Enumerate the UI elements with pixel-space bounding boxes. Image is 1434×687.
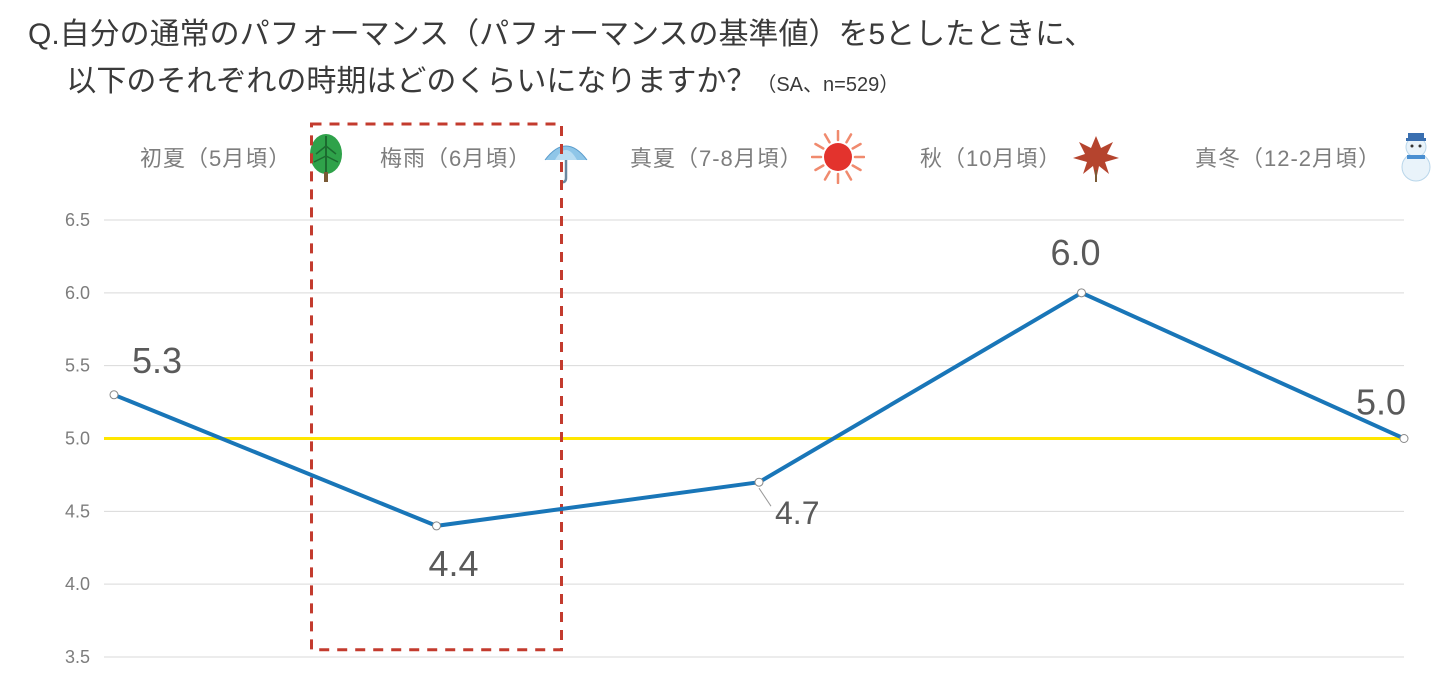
data-marker xyxy=(1400,435,1408,443)
svg-text:4.0: 4.0 xyxy=(65,574,90,594)
season-snowman: 真冬（12-2月頃） xyxy=(1195,130,1434,184)
question-title: Q.自分の通常のパフォーマンス（パフォーマンスの基準値）を5としたときに、 以下… xyxy=(28,12,1094,105)
value-label: 6.0 xyxy=(1050,232,1100,273)
season-label: 秋（10月頃） xyxy=(920,141,1061,173)
value-label: 4.4 xyxy=(429,543,479,584)
season-sun: 真夏（7-8月頃） xyxy=(630,130,865,184)
chart-area: 3.5 4.0 4.5 5.0 5.5 6.0 6.5 5.3 4.4 4.7 6.0 5.0 xyxy=(54,210,1414,667)
maple-icon xyxy=(1069,130,1123,184)
season-umbrella: 梅雨（6月頃） xyxy=(380,130,593,184)
season-label: 初夏（5月頃） xyxy=(140,141,291,173)
value-label: 5.0 xyxy=(1356,382,1406,423)
title-line-2: 以下のそれぞれの時期はどのくらいになりますか？ xyxy=(28,65,756,98)
data-marker xyxy=(755,478,763,486)
season-label: 真冬（12-2月頃） xyxy=(1195,141,1381,173)
svg-text:3.5: 3.5 xyxy=(65,647,90,667)
title-sample-note: （SA、n=529） xyxy=(756,74,899,96)
umbrella-icon xyxy=(539,130,593,184)
value-label: 4.7 xyxy=(775,495,819,531)
y-tick: 5.5 xyxy=(65,356,90,376)
data-marker xyxy=(1078,289,1086,297)
value-label: 5.3 xyxy=(132,340,182,381)
svg-text:5.0: 5.0 xyxy=(65,429,90,449)
svg-text:6.5: 6.5 xyxy=(65,210,90,230)
season-label: 梅雨（6月頃） xyxy=(380,141,531,173)
svg-text:4.5: 4.5 xyxy=(65,501,90,521)
data-marker xyxy=(110,391,118,399)
data-line xyxy=(114,293,1404,526)
y-tick: 5.0 xyxy=(65,429,90,449)
y-tick: 3.5 xyxy=(65,647,90,667)
y-tick: 4.0 xyxy=(65,574,90,594)
svg-text:5.5: 5.5 xyxy=(65,356,90,376)
y-tick: 4.5 xyxy=(65,501,90,521)
season-leaf: 初夏（5月頃） xyxy=(140,130,353,184)
chart-page: Q.自分の通常のパフォーマンス（パフォーマンスの基準値）を5としたときに、 以下… xyxy=(0,0,1434,687)
title-line-1: Q.自分の通常のパフォーマンス（パフォーマンスの基準値）を5としたときに、 xyxy=(28,18,1094,51)
line-chart: 3.5 4.0 4.5 5.0 5.5 6.0 6.5 5.3 4.4 4.7 6.0 5.0 xyxy=(54,210,1414,667)
season-maple: 秋（10月頃） xyxy=(920,130,1123,184)
data-marker xyxy=(433,522,441,530)
season-header-row: 初夏（5月頃） 梅雨（6月頃） 真夏（7-8月頃） 秋（10月頃） 真冬（12-2月頃） xyxy=(140,130,1414,200)
leaf-icon xyxy=(299,130,353,184)
svg-text:6.0: 6.0 xyxy=(65,283,90,303)
season-label: 真夏（7-8月頃） xyxy=(630,141,803,173)
sun-icon xyxy=(811,130,865,184)
y-tick: 6.0 xyxy=(65,283,90,303)
leader-line xyxy=(759,488,771,506)
snowman-icon xyxy=(1389,130,1434,184)
y-tick: 6.5 xyxy=(65,210,90,230)
